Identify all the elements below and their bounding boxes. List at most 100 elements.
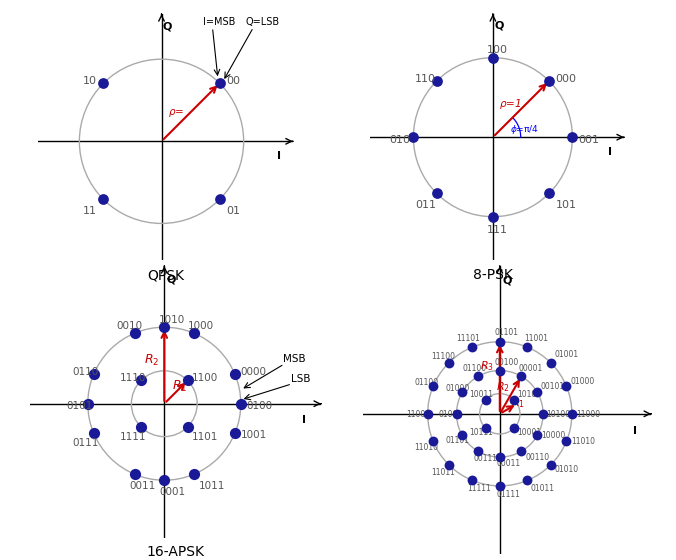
Text: $R_2$: $R_2$: [145, 353, 160, 368]
Text: 01001: 01001: [554, 350, 579, 359]
Text: 01111: 01111: [496, 489, 520, 499]
Text: $R_1$: $R_1$: [510, 396, 525, 410]
Text: 01100: 01100: [462, 363, 487, 372]
Point: [431, 189, 442, 198]
Point: [98, 79, 109, 88]
Text: 11111: 11111: [467, 484, 491, 493]
Text: QPSK: QPSK: [147, 269, 184, 283]
Point: [516, 447, 527, 456]
Text: 1100: 1100: [192, 373, 218, 383]
Point: [82, 399, 93, 408]
Text: LSB: LSB: [291, 374, 310, 384]
Point: [567, 133, 578, 142]
Point: [235, 399, 246, 408]
Text: $R_2$: $R_2$: [496, 380, 510, 394]
Point: [561, 437, 572, 446]
Text: 01011: 01011: [531, 483, 555, 492]
Point: [214, 79, 225, 88]
Text: 0000: 0000: [241, 367, 266, 377]
Text: 0101: 0101: [66, 401, 93, 411]
Point: [494, 337, 505, 346]
Text: 01000: 01000: [445, 384, 469, 393]
Text: 01000: 01000: [571, 377, 595, 386]
Point: [188, 470, 199, 479]
Text: 01100: 01100: [414, 378, 439, 387]
Point: [480, 395, 491, 404]
Text: I: I: [302, 415, 306, 425]
Text: 01101: 01101: [495, 328, 518, 337]
Point: [428, 437, 439, 446]
Text: 01101: 01101: [445, 436, 469, 445]
Text: $R_3$: $R_3$: [479, 359, 493, 373]
Text: 0100: 0100: [246, 401, 272, 411]
Point: [516, 372, 527, 381]
Point: [457, 388, 468, 396]
Point: [494, 482, 505, 491]
Text: $\rho$=1: $\rho$=1: [500, 97, 522, 111]
Point: [480, 423, 491, 432]
Point: [408, 133, 419, 142]
Text: 110: 110: [415, 73, 436, 83]
Point: [230, 428, 241, 437]
Text: 011: 011: [415, 199, 436, 209]
Point: [182, 376, 193, 385]
Text: 1010: 1010: [159, 315, 185, 325]
Text: 11101: 11101: [456, 334, 480, 343]
Point: [532, 388, 543, 396]
Point: [487, 53, 498, 62]
Point: [431, 77, 442, 86]
Point: [487, 212, 498, 221]
Point: [136, 376, 147, 385]
Text: Q: Q: [166, 274, 176, 284]
Point: [544, 77, 554, 86]
Text: 10000: 10000: [541, 431, 565, 440]
Text: MSB: MSB: [283, 353, 306, 363]
Point: [159, 476, 170, 485]
Text: 11100: 11100: [431, 352, 456, 361]
Text: I: I: [277, 151, 281, 161]
Point: [98, 195, 109, 204]
Point: [130, 470, 141, 479]
Text: 0001: 0001: [159, 487, 185, 497]
Point: [422, 409, 433, 418]
Text: 10111: 10111: [470, 428, 493, 437]
Text: 0010: 0010: [116, 321, 142, 331]
Text: 1101: 1101: [192, 432, 218, 442]
Point: [532, 431, 543, 440]
Point: [522, 343, 533, 352]
Text: I=MSB: I=MSB: [203, 17, 235, 27]
Point: [473, 447, 483, 456]
Text: 0011: 0011: [130, 481, 156, 491]
Text: 00110: 00110: [525, 453, 549, 462]
Text: 10: 10: [83, 76, 97, 86]
Point: [508, 395, 519, 404]
Text: 11: 11: [83, 206, 97, 216]
Point: [508, 423, 519, 432]
Text: 00001: 00001: [518, 363, 543, 372]
Point: [130, 329, 141, 338]
Text: $R_1$: $R_1$: [172, 379, 187, 394]
Text: 101: 101: [556, 199, 577, 209]
Point: [230, 370, 241, 379]
Point: [451, 409, 462, 418]
Text: 1110: 1110: [120, 373, 146, 383]
Point: [214, 195, 225, 204]
Point: [443, 460, 454, 469]
Text: 010: 010: [389, 136, 410, 146]
Text: 00: 00: [226, 76, 240, 86]
Text: Q: Q: [502, 276, 512, 286]
Point: [494, 366, 505, 375]
Point: [522, 476, 533, 485]
Text: 11011: 11011: [431, 468, 456, 477]
Text: 11000: 11000: [406, 410, 430, 419]
Point: [88, 370, 99, 379]
Text: 11000: 11000: [576, 410, 600, 419]
Point: [566, 409, 577, 418]
Point: [467, 343, 478, 352]
Point: [544, 189, 554, 198]
Text: 11010: 11010: [414, 443, 439, 452]
Text: 00100: 00100: [495, 358, 519, 367]
Point: [428, 382, 439, 391]
Point: [494, 452, 505, 461]
Text: 111: 111: [487, 225, 508, 235]
